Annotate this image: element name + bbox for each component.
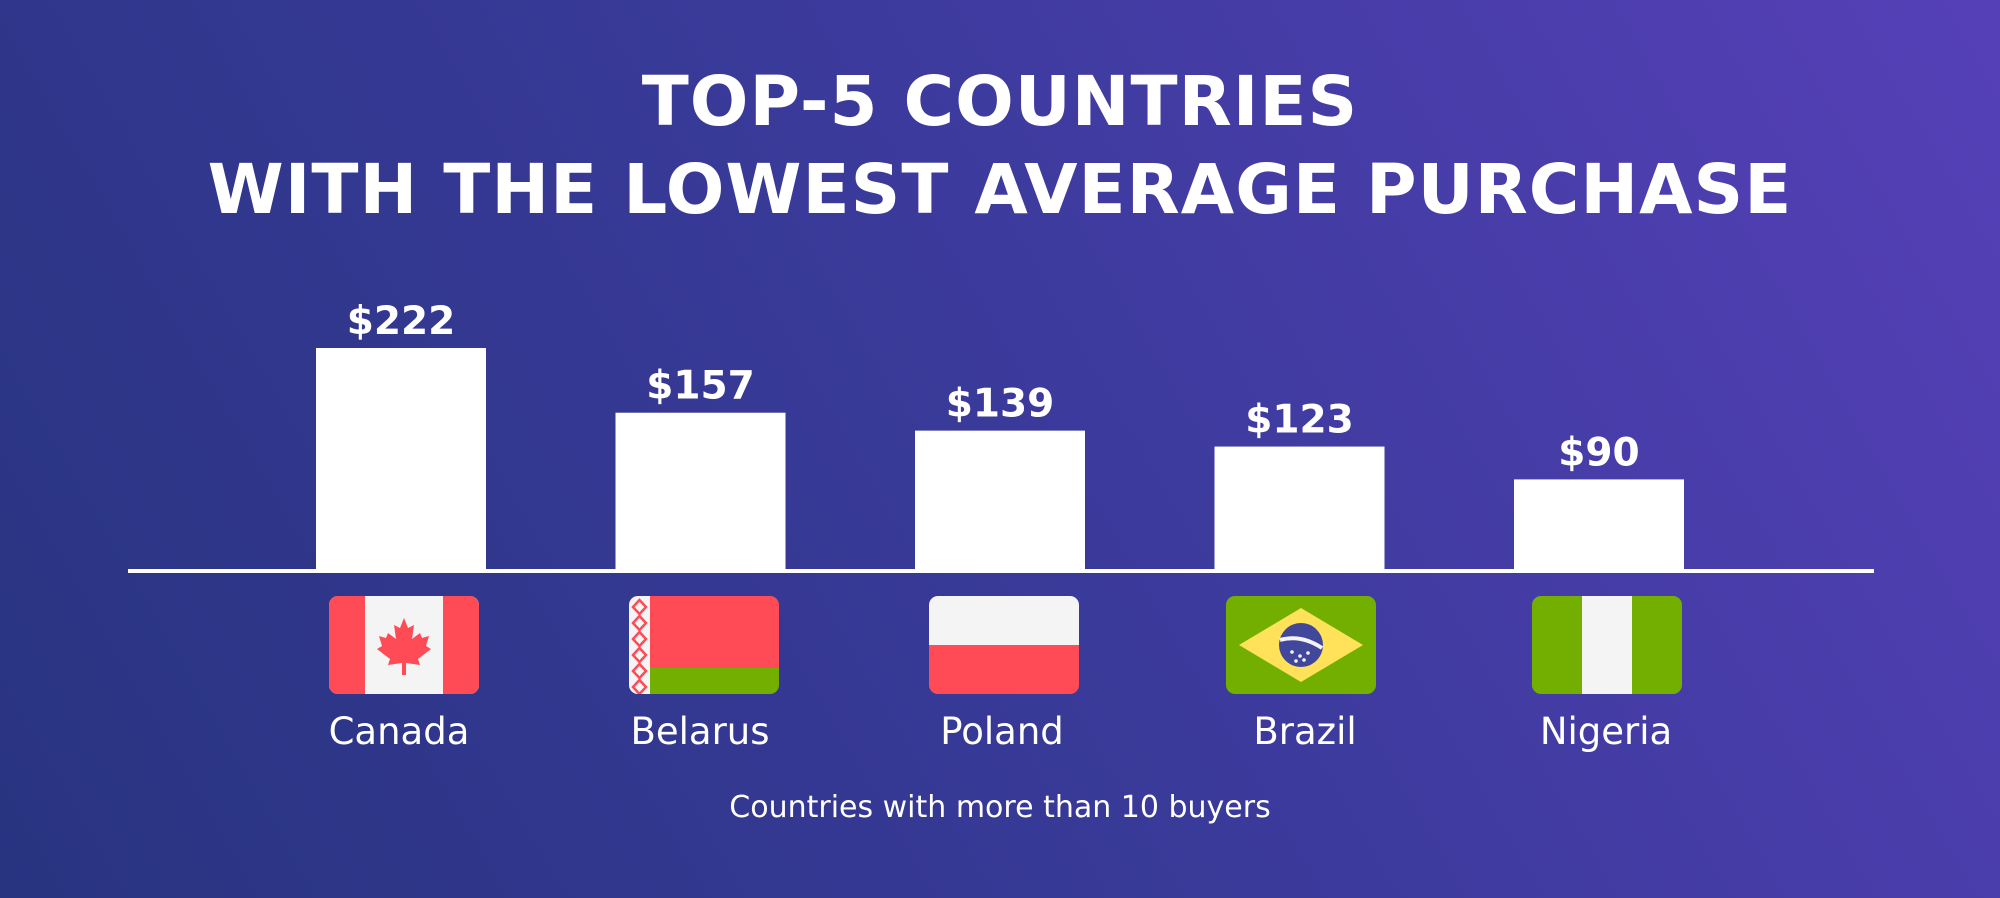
chart-title: TOP-5 COUNTRIES WITH THE LOWEST AVERAGE … [0,58,2000,234]
category-label-belarus: Belarus [630,710,770,753]
canada-flag-icon [329,596,479,694]
value-label-canada: $222 [347,299,456,344]
bar-poland [915,430,1085,569]
poland-flag-icon [929,596,1079,694]
category-label-nigeria: Nigeria [1539,710,1673,753]
value-label-poland: $139 [946,382,1055,427]
bar-brazil [1214,446,1385,569]
belarus-flag-icon [629,596,779,694]
value-label-nigeria: $90 [1558,430,1639,475]
value-label-belarus: $157 [646,364,755,409]
bar-belarus [615,412,786,569]
value-label-brazil: $123 [1245,398,1354,443]
category-label-canada: Canada [328,710,470,753]
bar-nigeria [1514,479,1684,569]
bar-group [316,348,1684,569]
title-line-1: TOP-5 COUNTRIES [641,62,1359,142]
brazil-flag-icon [1226,596,1376,694]
title-line-2: WITH THE LOWEST AVERAGE PURCHASE [207,150,1793,230]
bar-canada [316,348,486,569]
nigeria-flag-icon [1532,596,1682,694]
category-label-brazil: Brazil [1253,710,1357,753]
value-label-group: $222 $157 $139 $123 $90 [347,299,1640,475]
footnote: Countries with more than 10 buyers [729,790,1271,825]
category-label-poland: Poland [940,710,1064,753]
